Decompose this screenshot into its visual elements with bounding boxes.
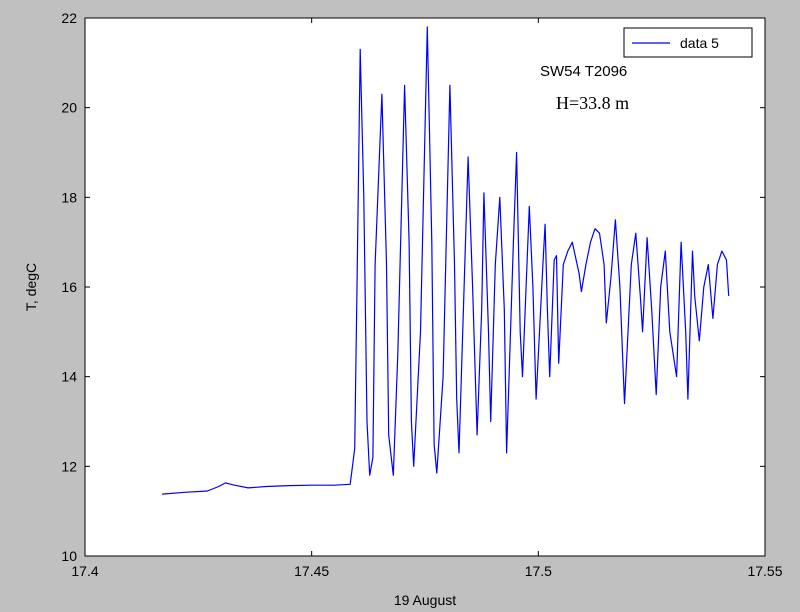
plot-area xyxy=(84,17,766,557)
x-axis-label: 19 August xyxy=(394,592,456,608)
y-tick-label: 18 xyxy=(61,189,77,205)
y-tick-label: 14 xyxy=(61,369,77,385)
y-tick-label: 16 xyxy=(61,279,77,295)
axis-ticks: 17.4 17.45 17.5 17.55 10 12 14 16 18 20 22 xyxy=(61,10,782,579)
y-tick-label: 12 xyxy=(61,458,77,474)
x-tick-label: 17.4 xyxy=(71,563,98,579)
x-tick-label: 17.45 xyxy=(294,563,329,579)
legend: data 5 xyxy=(623,27,753,58)
y-axis-label: T, degC xyxy=(23,263,39,311)
series-line-data-5 xyxy=(162,26,730,495)
x-tick-label: 17.55 xyxy=(747,563,782,579)
series-layer xyxy=(162,26,730,495)
y-tick-label: 22 xyxy=(61,10,77,26)
station-annotation: SW54 T2096 xyxy=(540,63,627,80)
x-tick-label: 17.5 xyxy=(525,563,552,579)
legend-label-data-5: data 5 xyxy=(680,35,719,51)
depth-annotation: H=33.8 m xyxy=(556,93,629,113)
y-tick-label: 20 xyxy=(61,100,77,116)
y-tick-label: 10 xyxy=(61,548,77,564)
